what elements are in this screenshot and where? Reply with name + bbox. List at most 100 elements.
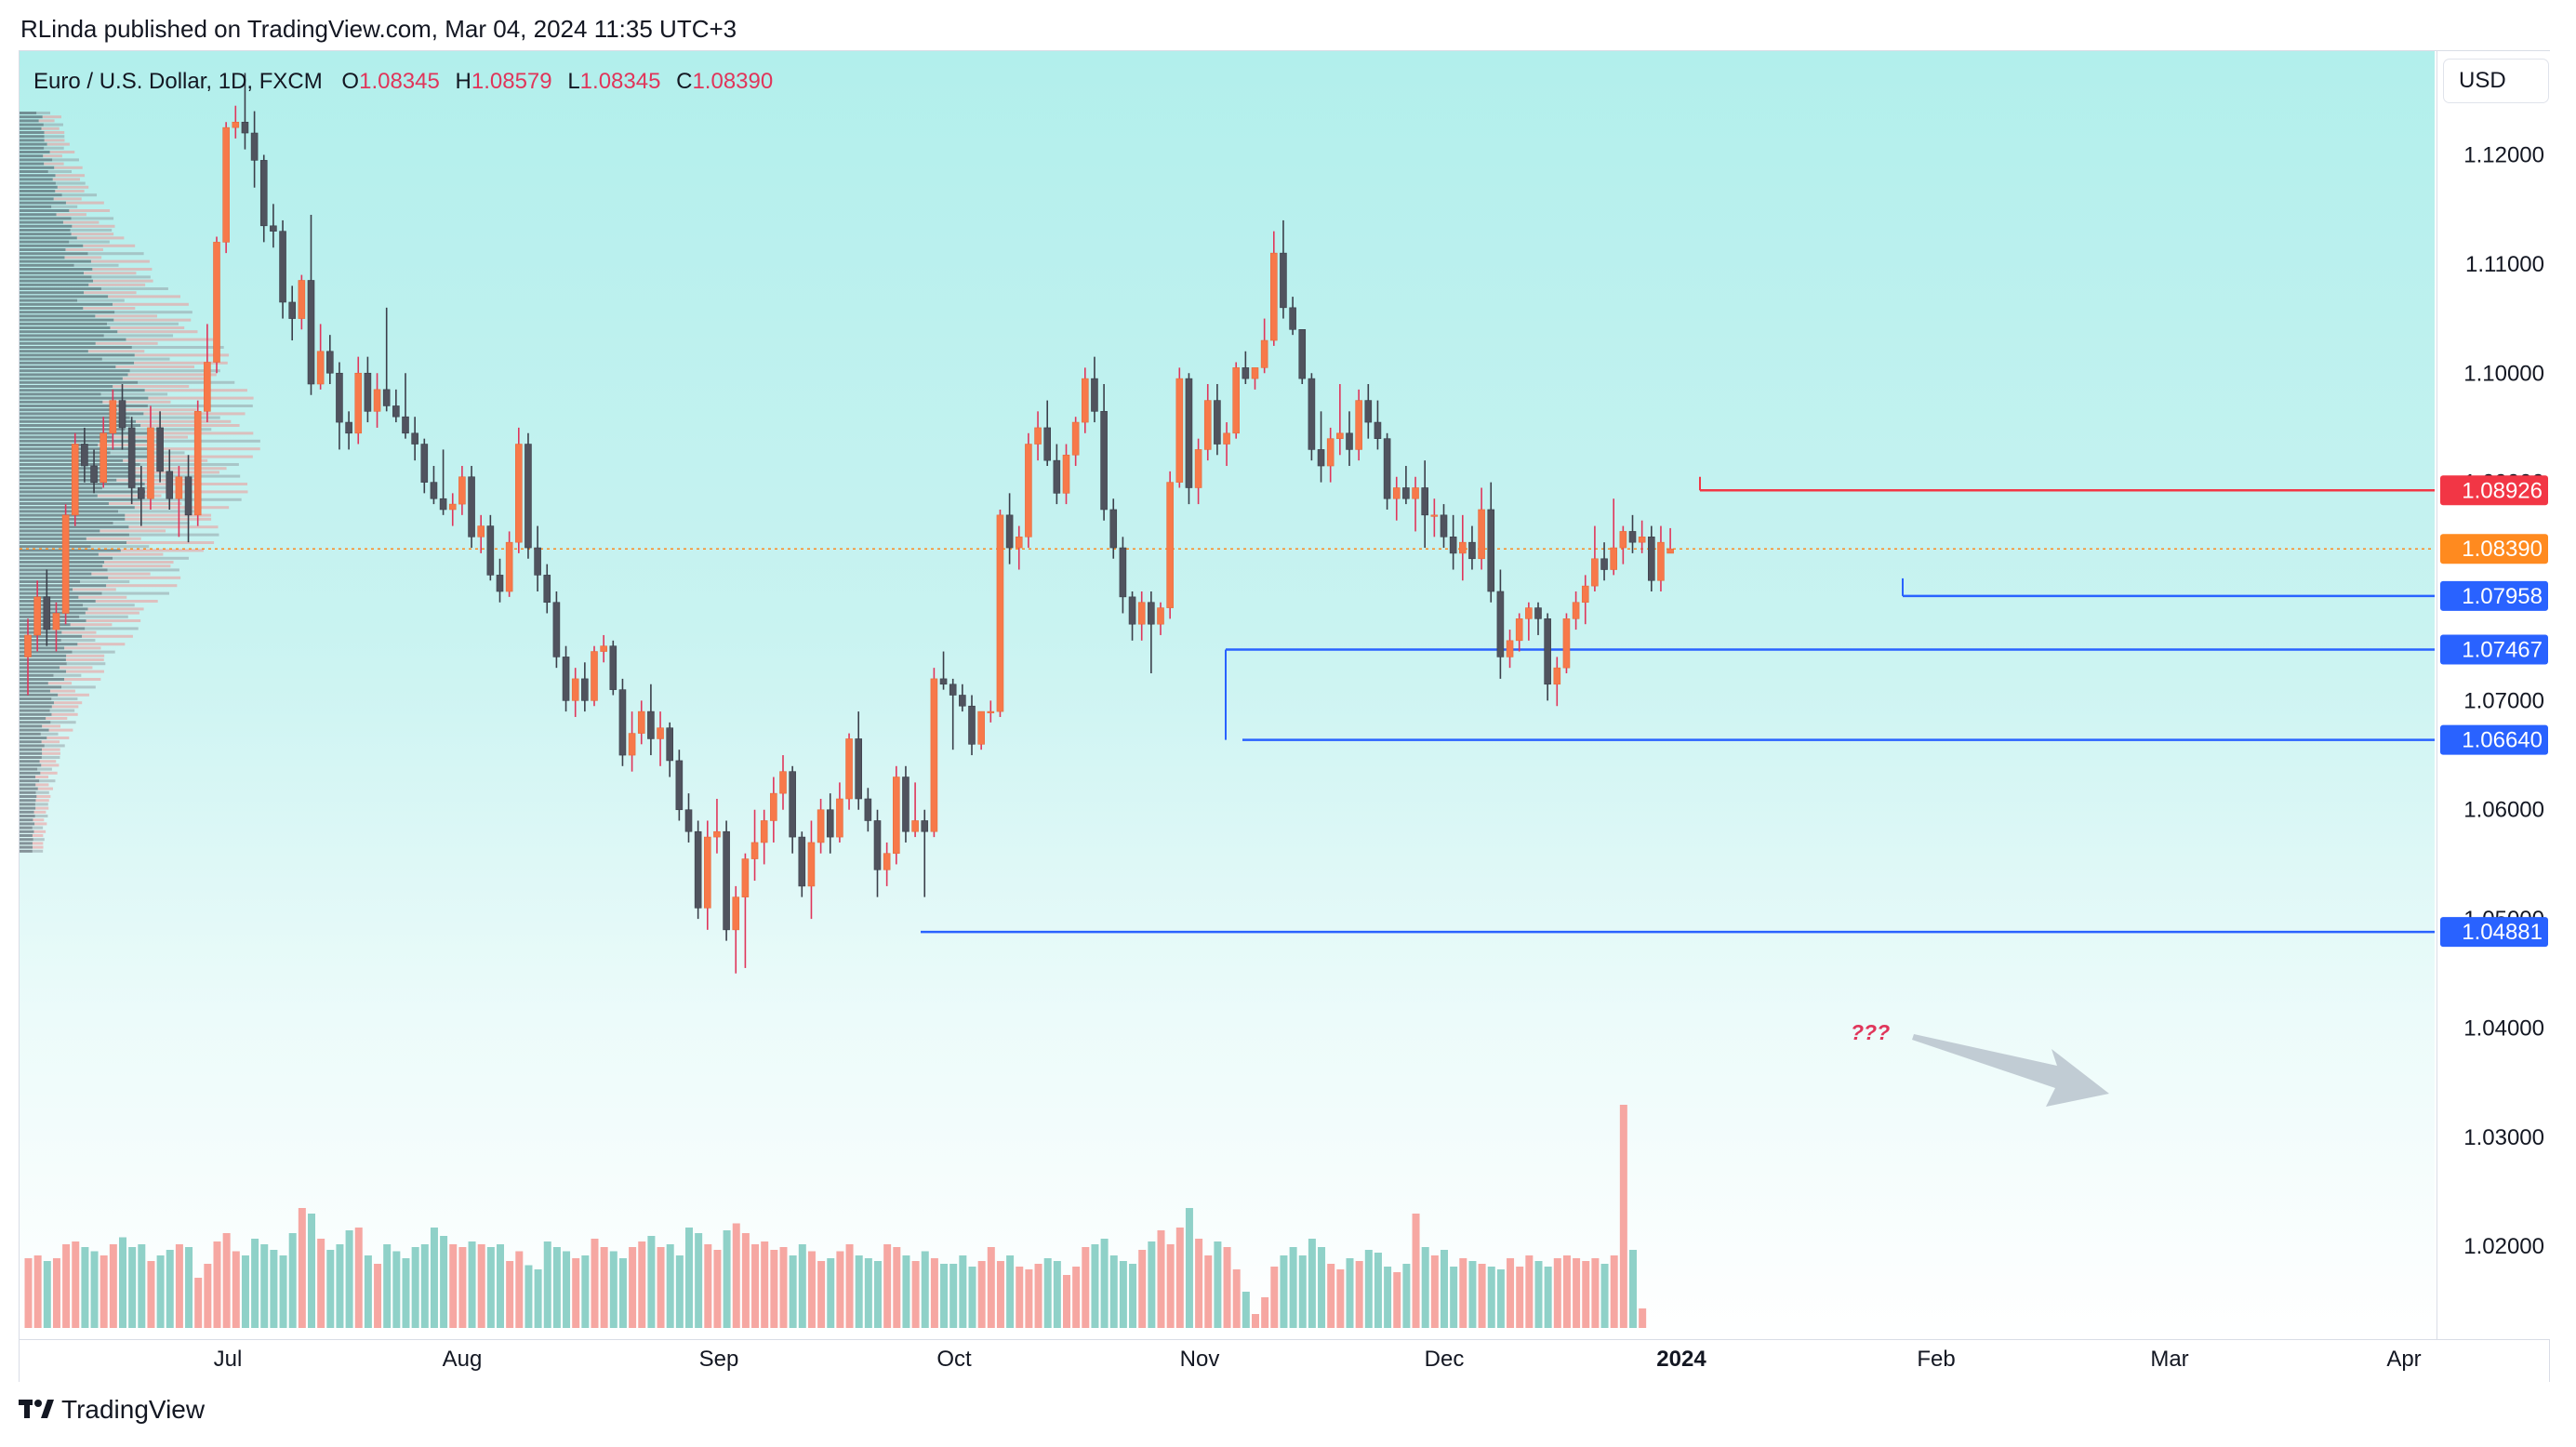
candle-body xyxy=(939,678,948,685)
tradingview-brand[interactable]: TradingView xyxy=(19,1395,205,1425)
volume-bar xyxy=(552,1247,561,1328)
volume-profile-bar-down xyxy=(20,346,132,349)
volume-profile-bar-down xyxy=(20,849,33,853)
volume-profile-bar-up xyxy=(46,737,70,739)
volume-profile-bar-down xyxy=(20,842,33,845)
volume-profile-bar-down xyxy=(20,756,42,759)
volume-profile-bar-down xyxy=(20,650,73,654)
volume-profile-bar-up xyxy=(76,236,125,240)
candle-body xyxy=(1025,444,1032,538)
volume-profile-bar-up xyxy=(48,728,73,732)
candle-body xyxy=(1270,252,1278,341)
candle xyxy=(81,427,88,483)
volume-profile-bar-down xyxy=(20,760,40,763)
candle-body xyxy=(684,809,693,832)
candle xyxy=(930,668,938,838)
volume-profile-bar-down xyxy=(20,830,34,833)
volume-profile-bar-down xyxy=(20,818,33,822)
volume-bar xyxy=(874,1261,882,1328)
candle xyxy=(760,809,768,865)
volume-profile-bar-up xyxy=(37,767,52,771)
candle-body xyxy=(1355,400,1362,450)
candle-body xyxy=(1628,531,1637,543)
candle xyxy=(902,765,910,843)
candle xyxy=(1280,219,1287,319)
candle-body xyxy=(71,444,79,516)
candle xyxy=(1638,520,1646,553)
candle-body xyxy=(1260,339,1268,368)
candle-body xyxy=(1071,421,1080,456)
candle xyxy=(100,417,107,488)
volume-profile-bar-down xyxy=(20,744,45,748)
candle-body xyxy=(1100,411,1108,511)
volume-profile-bar-down xyxy=(20,474,141,478)
candle xyxy=(232,105,240,139)
volume-profile-bar-up xyxy=(100,287,168,290)
volume-profile-bar-up xyxy=(116,478,196,482)
volume-bar xyxy=(1157,1230,1165,1328)
volume-profile-bar-down xyxy=(20,712,52,716)
volume-profile-bar-up xyxy=(144,389,247,392)
price-tag-label: 1.07958 xyxy=(2462,584,2543,609)
candle xyxy=(514,427,523,553)
volume-profile-bar-down xyxy=(20,646,65,650)
volume-profile-bar-down xyxy=(20,135,45,139)
candle xyxy=(939,651,948,690)
volume-profile-bar-down xyxy=(20,263,74,267)
volume-profile-bar-down xyxy=(20,541,127,544)
candle-body xyxy=(552,602,561,657)
candle-body xyxy=(1119,547,1127,598)
volume-bar xyxy=(1384,1267,1392,1328)
candle-body xyxy=(1459,541,1467,554)
volume-profile-bar-up xyxy=(127,373,217,377)
currency-button[interactable]: USD xyxy=(2444,60,2548,102)
candle xyxy=(24,618,32,696)
volume-profile-bar-down xyxy=(20,533,129,537)
volume-bar xyxy=(1318,1247,1326,1328)
volume-bar xyxy=(308,1214,315,1328)
volume-bar xyxy=(232,1251,240,1328)
volume-bar xyxy=(1166,1244,1175,1328)
volume-profile-bar-down xyxy=(20,444,99,446)
volume-bar xyxy=(1487,1267,1495,1328)
volume-profile-bar-down xyxy=(20,287,101,290)
candle-body xyxy=(855,738,863,800)
candle-body xyxy=(288,301,297,319)
candle xyxy=(647,684,655,756)
candle xyxy=(1194,438,1202,505)
volume-bar xyxy=(1496,1269,1505,1328)
volume-bar xyxy=(1270,1267,1279,1328)
volume-profile-bar-up xyxy=(42,748,60,751)
volume-profile-bar-down xyxy=(20,709,50,712)
candle xyxy=(713,799,721,854)
volume-profile-bar-up xyxy=(87,350,145,353)
plot-area[interactable] xyxy=(20,51,2435,1339)
volume-profile-bar-down xyxy=(20,701,54,705)
volume-bar xyxy=(1082,1247,1090,1328)
volume-bar xyxy=(817,1261,826,1328)
candle-body xyxy=(977,710,985,745)
volume-profile-bar-up xyxy=(40,771,58,775)
volume-bar xyxy=(845,1244,854,1328)
volume-profile-bar-down xyxy=(20,810,34,814)
volume-profile-bar-up xyxy=(114,311,193,314)
price-axis[interactable] xyxy=(2437,51,2550,1339)
candle-body xyxy=(750,842,759,859)
volume-profile-bar-down xyxy=(20,693,59,697)
time-axis[interactable] xyxy=(20,1339,2549,1382)
volume-bar xyxy=(1468,1261,1477,1328)
volume-profile-bar-up xyxy=(87,607,144,611)
volume-profile-bar-up xyxy=(73,588,116,591)
volume-bar xyxy=(893,1247,901,1328)
volume-bar xyxy=(1430,1255,1439,1328)
volume-profile-bar-down xyxy=(20,763,42,767)
volume-bar xyxy=(666,1244,674,1328)
candle xyxy=(1440,504,1448,549)
volume-profile-bar-up xyxy=(47,682,73,685)
volume-profile-bar-down xyxy=(20,771,41,775)
candle xyxy=(1628,514,1637,553)
candle-body xyxy=(789,771,796,838)
candle xyxy=(1392,476,1401,521)
volume-profile-bar-up xyxy=(64,256,102,259)
candle xyxy=(949,678,957,750)
